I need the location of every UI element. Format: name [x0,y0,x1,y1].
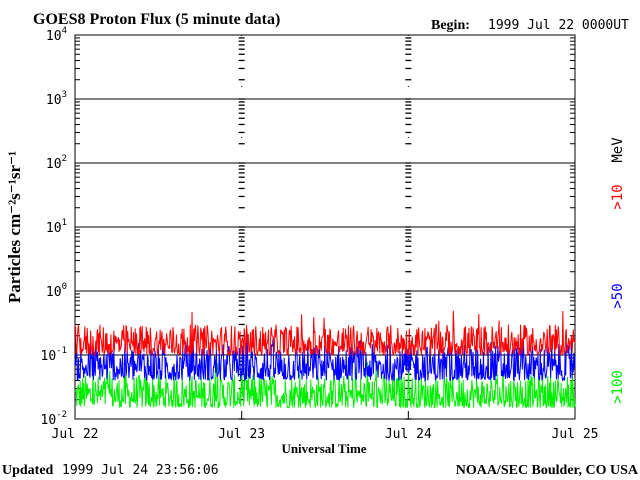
series-layer [74,310,576,409]
legend-unit: MeV [610,137,626,163]
begin-value: 1999 Jul 22 0000UT [488,18,629,33]
y-tick-labels: 10-2 10-1 100 101 102 103 104 [41,26,68,428]
x-tick-label: Jul 22 [52,427,99,442]
day-dividers [238,35,412,420]
y-tick-label: 100 [46,282,67,300]
begin-label: Begin: [431,18,470,33]
series-line-gt10 [74,310,576,357]
x-axis-title: Universal Time [281,441,366,456]
y-axis-title: Particles cm⁻²s⁻¹sr⁻¹ [5,151,24,303]
y-tick-label: 102 [46,154,67,172]
updated-label: Updated [2,463,54,478]
series-line-gt100 [74,362,576,409]
y-tick-label: 104 [46,26,67,44]
x-tick-label: Jul 24 [385,427,432,442]
energy-legend: MeV >10 >50 >100 [610,137,626,404]
legend-item-gt50: >50 [610,283,626,308]
updated-value: 1999 Jul 24 23:56:06 [62,463,219,478]
y-tick-label: 10-2 [41,410,68,428]
y-tick-label: 101 [46,218,67,236]
x-tick-labels: Jul 22 Jul 23 Jul 24 Jul 25 [52,411,599,442]
x-tick-label: Jul 25 [552,427,599,442]
legend-item-gt100: >100 [610,370,626,404]
y-tick-label: 10-1 [41,346,68,364]
y-tick-label: 103 [46,90,67,108]
legend-item-gt10: >10 [610,184,626,209]
x-tick-label: Jul 23 [218,427,265,442]
chart-title: GOES8 Proton Flux (5 minute data) [33,11,280,28]
credit-text: NOAA/SEC Boulder, CO USA [456,463,639,478]
